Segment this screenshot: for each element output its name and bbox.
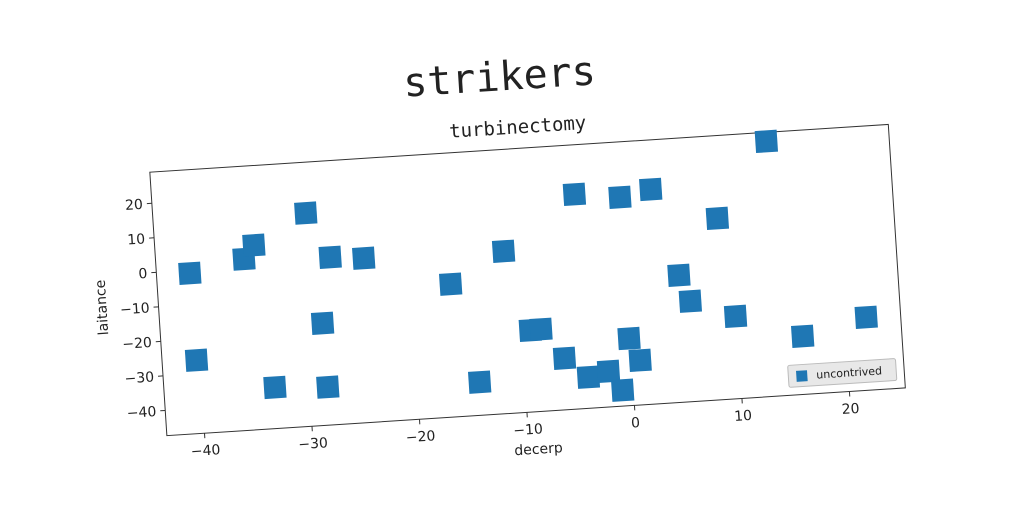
x-tick-label: −10: [513, 421, 544, 439]
scatter-point: [678, 289, 703, 313]
y-tick-label: −20: [122, 335, 153, 353]
y-axis-label: laitance: [93, 279, 113, 336]
plot-area: [149, 123, 906, 437]
scatter-point: [608, 185, 632, 209]
y-tick-label: 10: [127, 231, 146, 248]
x-tick-label: 20: [841, 401, 860, 418]
scatter-point: [705, 206, 730, 231]
scatter-point: [723, 304, 748, 329]
scatter-point: [310, 311, 335, 335]
x-tick-label: 10: [734, 408, 753, 425]
scatter-point: [263, 375, 287, 400]
scatter-point: [617, 326, 641, 351]
y-tick-label: −40: [126, 404, 157, 422]
x-tick-label: −30: [298, 435, 329, 453]
scatter-point: [596, 359, 621, 384]
chart-title: strikers: [402, 48, 597, 106]
scatter-point: [667, 263, 691, 287]
scatter-point: [352, 246, 376, 270]
scatter-point: [529, 317, 553, 341]
scatter-point: [242, 233, 266, 257]
scatter-point: [854, 305, 878, 329]
y-tick-label: 0: [138, 266, 148, 283]
y-tick-label: −30: [124, 370, 155, 388]
legend-box: [787, 358, 898, 388]
scatter-point: [791, 324, 815, 348]
scatter-point: [576, 365, 601, 389]
scatter-point: [610, 378, 635, 402]
scatter-point: [639, 177, 663, 202]
x-axis-label: decerp: [514, 440, 563, 459]
scatter-point: [184, 348, 209, 372]
x-tick-label: −20: [405, 428, 436, 446]
scatter-point: [491, 239, 516, 263]
x-tick-label: 0: [631, 415, 641, 432]
scatter-point: [318, 245, 342, 269]
scatter-point: [294, 201, 318, 225]
chart-subtitle: turbinectomy: [449, 112, 587, 143]
y-tick-label: 20: [125, 197, 144, 214]
scatter-point: [754, 129, 779, 154]
legend: uncontrived: [787, 358, 898, 388]
scatter-point: [552, 346, 577, 370]
scatter-point: [316, 375, 340, 399]
legend-marker: [796, 370, 808, 382]
scatter-point: [178, 261, 202, 285]
scatter-point: [562, 182, 587, 207]
scatter-point: [628, 348, 652, 372]
y-tick-label: −10: [120, 300, 151, 318]
scatter-point: [438, 272, 463, 296]
scatter-point: [467, 370, 492, 394]
x-tick-label: −40: [190, 442, 221, 460]
rotated-figure: strikers turbinectomy −40 −30 −20 −10 0 10 20 −…: [93, 48, 906, 460]
legend-label: uncontrived: [816, 364, 883, 381]
